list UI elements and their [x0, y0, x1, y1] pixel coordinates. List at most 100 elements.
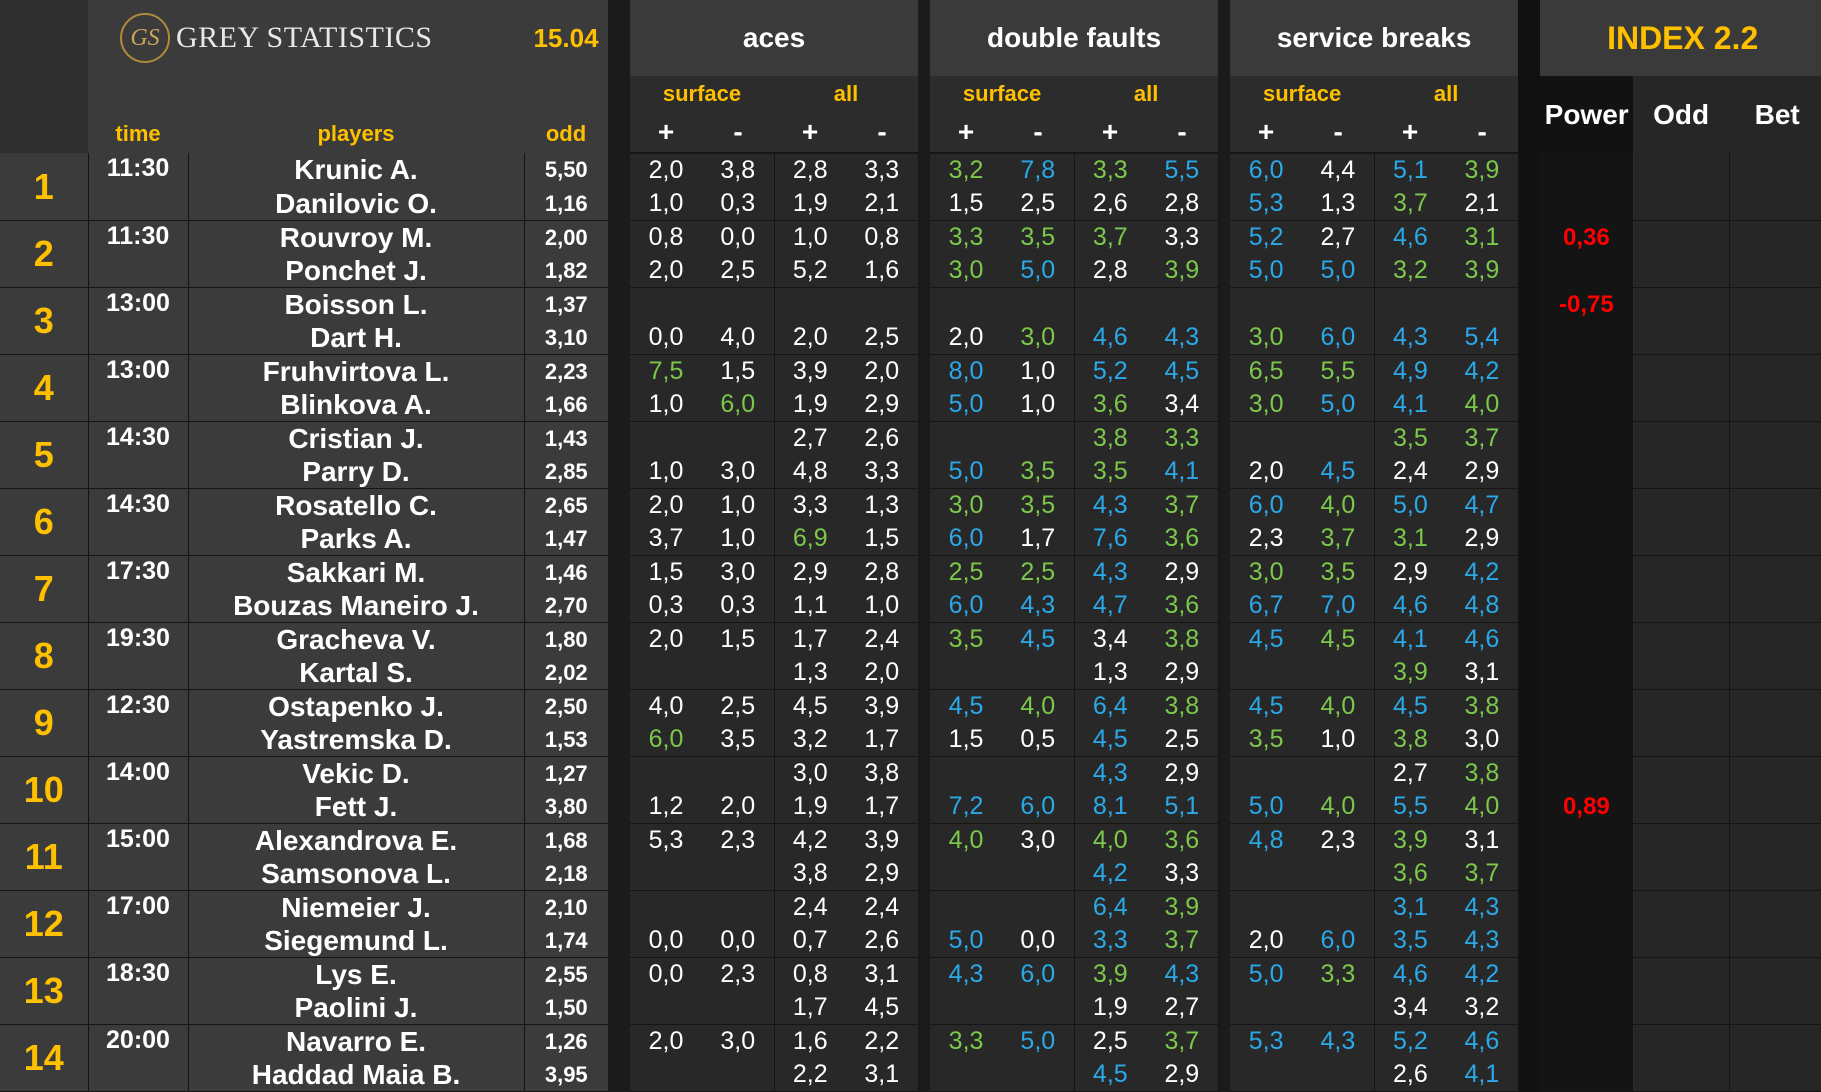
stat-cell: 2,0 [1230, 455, 1303, 489]
table-row: Dart H. 3,10 0,0 4,0 2,0 2,5 2,0 3,0 4,6 4,3 3,0 6,… [0, 321, 1821, 355]
match-number: 7 [0, 555, 89, 623]
stat-cell: 0,3 [702, 589, 775, 623]
col-power: Power [1540, 76, 1634, 153]
match-time: 20:00 [88, 1024, 189, 1092]
stat-cell: 6,0 [1002, 790, 1075, 824]
bet-cell [1729, 187, 1821, 221]
player-odd: 2,50 [524, 689, 609, 723]
stat-cell: 0,8 [774, 957, 847, 991]
stat-cell: 4,7 [1446, 488, 1519, 522]
player-odd: 2,70 [524, 589, 609, 623]
stat-cell: 3,8 [774, 857, 847, 891]
stat-cell: 3,3 [1146, 220, 1219, 254]
bet-cell [1729, 689, 1821, 723]
stat-cell [1302, 1058, 1375, 1092]
stat-cell: 3,0 [1230, 555, 1303, 589]
stat-cell: 4,0 [930, 823, 1003, 857]
player-odd: 1,16 [524, 187, 609, 221]
player-odd: 2,85 [524, 455, 609, 489]
stat-cell: 0,0 [630, 924, 703, 958]
stat-cell: 4,0 [630, 689, 703, 723]
stat-cell: 3,3 [930, 220, 1003, 254]
stat-cell: 4,0 [1002, 689, 1075, 723]
stat-cell: 1,7 [846, 723, 919, 757]
stat-cell: 6,4 [1074, 890, 1147, 924]
stat-cell [1230, 890, 1303, 924]
match-number: 3 [0, 287, 89, 355]
power-cell [1540, 1058, 1634, 1092]
power-cell [1540, 823, 1634, 857]
stat-cell: 1,5 [630, 555, 703, 589]
odd-cell [1633, 421, 1730, 455]
stat-cell: 1,9 [1074, 991, 1147, 1025]
stat-cell: 3,0 [1230, 321, 1303, 355]
col-time: time [88, 76, 188, 153]
player-name: Alexandrova E. [188, 823, 525, 857]
odd-cell [1633, 823, 1730, 857]
match-number: 5 [0, 421, 89, 489]
player-odd: 1,46 [524, 555, 609, 589]
stat-cell [930, 287, 1003, 321]
odd-cell [1633, 522, 1730, 556]
bet-cell [1729, 421, 1821, 455]
stat-cell: 2,9 [1374, 555, 1447, 589]
stat-cell: 4,1 [1146, 455, 1219, 489]
stat-cell [702, 421, 775, 455]
stat-cell: 2,7 [1374, 756, 1447, 790]
stat-cell: 4,7 [1074, 589, 1147, 623]
stat-cell: 2,4 [774, 890, 847, 924]
player-name: Boisson L. [188, 287, 525, 321]
stat-cell [630, 756, 703, 790]
stat-cell: 7,8 [1002, 153, 1075, 187]
stat-cell [1230, 287, 1303, 321]
match-number: 11 [0, 823, 89, 891]
bet-cell [1729, 890, 1821, 924]
bet-cell [1729, 656, 1821, 690]
stat-cell [846, 287, 919, 321]
stat-cell: 1,0 [702, 488, 775, 522]
stat-cell: 5,2 [1230, 220, 1303, 254]
stat-cell: 3,5 [1230, 723, 1303, 757]
stat-cell: 2,5 [846, 321, 919, 355]
stat-cell [702, 1058, 775, 1092]
odd-cell [1633, 924, 1730, 958]
player-name: Lys E. [188, 957, 525, 991]
stat-cell: 3,0 [1002, 823, 1075, 857]
stat-cell: 2,5 [1002, 555, 1075, 589]
stat-cell: 4,2 [1446, 555, 1519, 589]
stat-cell: 3,6 [1146, 589, 1219, 623]
odd-cell [1633, 488, 1730, 522]
stat-cell: 2,5 [702, 254, 775, 288]
stat-cell [702, 890, 775, 924]
stat-cell: 5,2 [1074, 354, 1147, 388]
stat-cell: 3,3 [774, 488, 847, 522]
table-row: 11 15:00 Alexandrova E. 1,68 5,3 2,3 4,2 3,9 4,0… [0, 823, 1821, 891]
bet-cell [1729, 555, 1821, 589]
bet-cell [1729, 254, 1821, 288]
stat-cell: 5,2 [1374, 1024, 1447, 1058]
stat-cell: 3,8 [846, 756, 919, 790]
player-odd: 1,43 [524, 421, 609, 455]
stat-cell: 2,9 [1146, 1058, 1219, 1092]
stat-cell: 1,0 [702, 522, 775, 556]
stat-cell: 4,0 [702, 321, 775, 355]
power-cell [1540, 354, 1634, 388]
stat-cell: 3,3 [1074, 924, 1147, 958]
stat-cell: 3,4 [1374, 991, 1447, 1025]
stat-cell: 3,1 [1446, 656, 1519, 690]
stat-cell: 3,3 [1146, 421, 1219, 455]
stat-cell: 0,0 [702, 924, 775, 958]
stat-cell: 3,6 [1374, 857, 1447, 891]
player-name: Bouzas Maneiro J. [188, 589, 525, 623]
stat-cell: 2,0 [846, 656, 919, 690]
stat-cell: 2,2 [774, 1058, 847, 1092]
stat-cell: 6,9 [774, 522, 847, 556]
stat-cell [702, 656, 775, 690]
stat-cell: 1,0 [630, 455, 703, 489]
power-cell [1540, 723, 1634, 757]
stat-cell: 5,0 [1302, 254, 1375, 288]
stat-cell: 5,0 [1230, 254, 1303, 288]
logo: GS GREY STATISTICS [88, 0, 525, 76]
power-cell [1540, 589, 1634, 623]
bet-cell [1729, 991, 1821, 1025]
